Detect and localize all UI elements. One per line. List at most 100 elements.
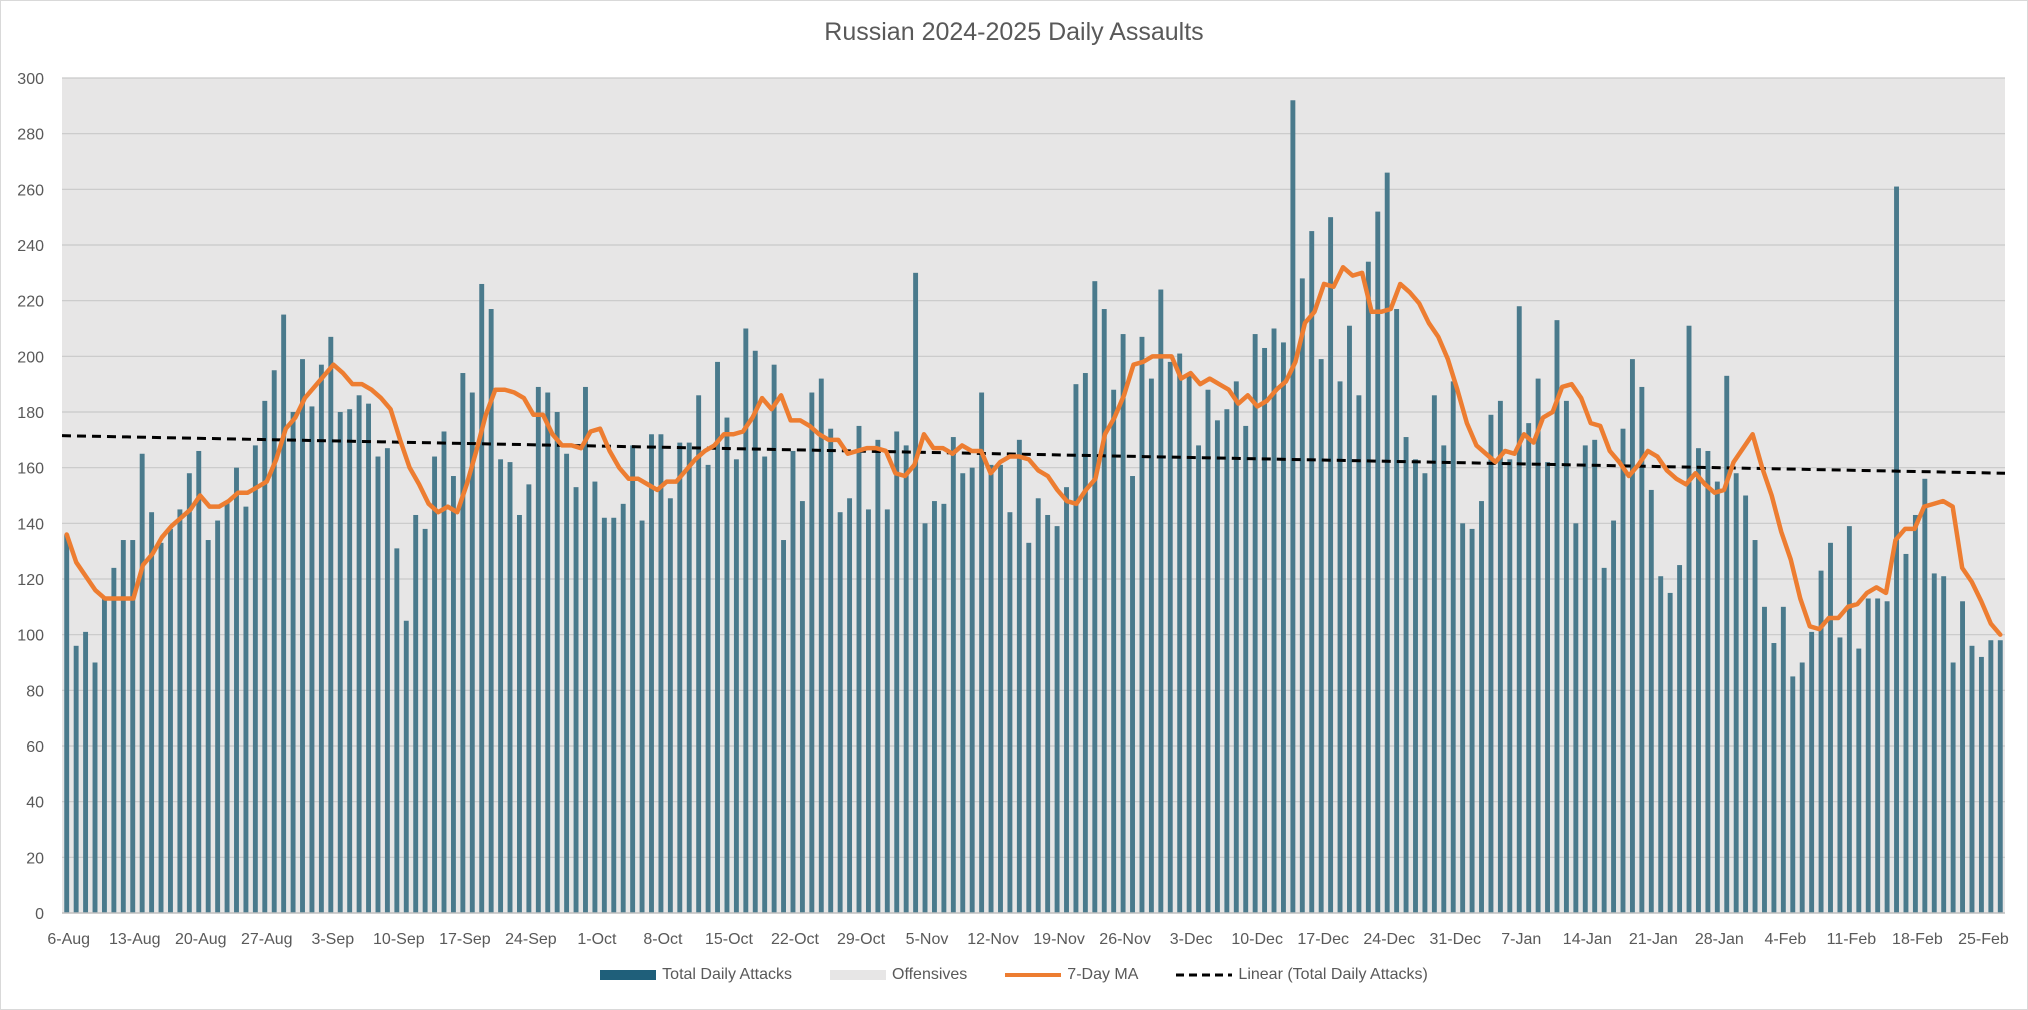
bar-total-daily-attacks [1922,478,1928,913]
bar-total-daily-attacks [960,473,966,913]
x-tick-label: 27-Aug [241,931,293,948]
bar-total-daily-attacks [724,417,730,913]
bar-total-daily-attacks [149,512,155,913]
bar-total-daily-attacks [1328,217,1334,914]
x-tick-label: 31-Dec [1429,931,1481,948]
legend-item-7-day-ma: 7-Day MA [1005,966,1138,984]
bar-total-daily-attacks [1733,473,1739,913]
bar-total-daily-attacks [1450,381,1456,913]
bar-total-daily-attacks [1912,514,1918,913]
bar-total-daily-attacks [649,434,654,913]
bar-total-daily-attacks [328,336,334,914]
bar-total-daily-attacks [73,645,79,913]
bar-total-daily-attacks [1196,445,1202,913]
bar-total-daily-attacks [1488,414,1494,913]
y-tick-label: 260 [17,182,44,199]
bar-total-daily-attacks [366,403,371,913]
x-tick-label: 11-Feb [1827,931,1877,948]
bar-total-daily-attacks [1384,172,1390,913]
bar-total-daily-attacks [1686,325,1692,914]
x-tick-label: 10-Sep [373,931,425,948]
bar-total-daily-attacks [705,464,711,913]
bar-total-daily-attacks [1375,211,1381,914]
bar-total-daily-attacks [913,272,919,914]
bar-total-daily-attacks [903,445,909,913]
x-tick-label: 14-Jan [1563,931,1612,948]
bar-total-daily-attacks [1120,334,1126,913]
bar-total-daily-attacks [979,392,985,913]
y-tick-label: 20 [26,850,44,867]
bar-total-daily-attacks [837,512,843,913]
bar-total-daily-attacks [922,523,928,913]
bar-total-daily-attacks [1894,186,1899,914]
bar-total-daily-attacks [1205,389,1211,914]
bar-total-daily-attacks [356,395,362,913]
bar-total-daily-attacks [611,517,617,913]
legend-label-7-day-ma: 7-Day MA [1067,966,1139,983]
bar-total-daily-attacks [1007,512,1013,913]
bar-total-daily-attacks [752,350,758,913]
bar-total-daily-attacks [309,406,315,913]
bar-total-daily-attacks [1130,476,1135,913]
x-tick-label: 3-Dec [1170,931,1213,948]
bar-total-daily-attacks [875,439,881,913]
x-tick-label: 8-Oct [643,931,683,948]
bar-total-daily-attacks [1441,445,1447,913]
bar-total-daily-attacks [696,395,702,913]
legend-label-total-daily-attacks: Total Daily Attacks [662,966,792,983]
bar-total-daily-attacks [790,450,796,913]
bar-total-daily-attacks [1582,445,1588,913]
bar-total-daily-attacks [1696,448,1701,913]
y-tick-label: 280 [17,127,44,144]
bar-total-daily-attacks [1950,662,1956,913]
bar-total-daily-attacks [1139,336,1145,914]
bar-total-daily-attacks [1526,423,1532,913]
bar-total-daily-attacks [1318,359,1324,913]
bar-total-daily-attacks [130,540,136,913]
bar-total-daily-attacks [1516,306,1522,914]
bar-total-daily-attacks [1762,606,1767,913]
bar-total-daily-attacks [120,540,126,913]
bar-total-daily-attacks [743,328,749,913]
bar-total-daily-attacks [1818,570,1824,913]
bar-total-daily-attacks [583,386,588,913]
bar-total-daily-attacks [828,428,834,913]
bar-total-daily-attacks [1875,598,1881,913]
x-tick-label: 18-Feb [1892,931,1943,948]
bar-total-daily-attacks [1337,381,1343,913]
bar-total-daily-attacks [1592,439,1598,913]
bar-total-daily-attacks [677,442,683,913]
series-lines [61,265,2006,637]
bar-total-daily-attacks [941,503,947,913]
bar-total-daily-attacks [1809,631,1815,913]
bar-total-daily-attacks [1064,487,1069,913]
bar-total-daily-attacks [1111,389,1117,914]
bar-total-daily-attacks [1988,640,1994,913]
x-tick-label: 3-Sep [311,931,354,948]
bar-total-daily-attacks [1252,334,1258,913]
bar-total-daily-attacks [347,409,353,913]
bar-total-daily-attacks [252,445,258,913]
bar-total-daily-attacks [1573,523,1579,913]
bar-total-daily-attacks [1846,526,1852,913]
bar-total-daily-attacks [205,540,211,913]
bar-total-daily-attacks [1073,384,1079,913]
bar-total-daily-attacks [1054,526,1060,913]
x-tick-label: 15-Oct [705,931,754,948]
bar-total-daily-attacks [1677,565,1683,913]
y-tick-label: 180 [17,405,44,422]
bar-total-daily-attacks [1233,381,1239,913]
legend: Total Daily Attacks Offensives 7-Day MA … [0,966,2028,984]
legend-item-total-daily-attacks: Total Daily Attacks [600,966,792,984]
bar-total-daily-attacks [1082,373,1088,913]
bar-total-daily-attacks [479,283,485,914]
legend-label-linear-trend: Linear (Total Daily Attacks) [1238,966,1428,983]
bar-total-daily-attacks [818,378,824,914]
bar-total-daily-attacks [92,662,98,913]
bar-total-daily-attacks [1365,261,1371,913]
x-tick-label: 28-Jan [1695,931,1744,948]
bar-total-daily-attacks [620,503,626,913]
bar-total-daily-attacks [83,631,89,913]
legend-swatch-offensives [830,970,886,980]
bar-total-daily-attacks [799,501,805,913]
